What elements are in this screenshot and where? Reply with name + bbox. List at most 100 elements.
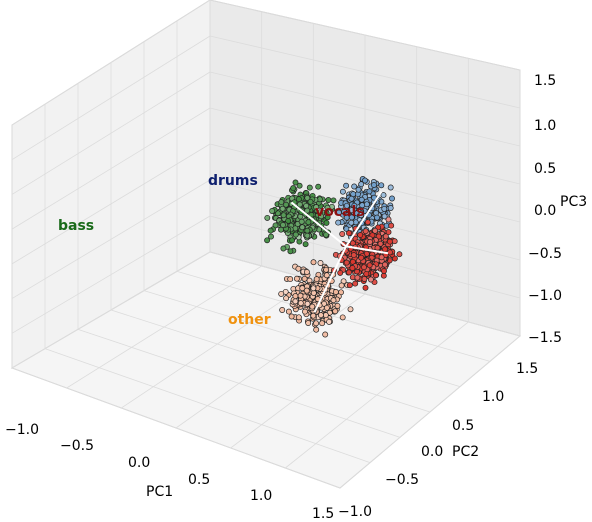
point-bass: [304, 232, 311, 239]
principal-axis-other: [313, 245, 347, 313]
point-vocals: [352, 280, 359, 287]
point-bass: [280, 222, 286, 228]
gridline: [209, 35, 521, 109]
point-vocals: [362, 284, 369, 291]
point-other: [292, 298, 299, 305]
point-other: [334, 302, 341, 309]
point-bass: [289, 237, 296, 244]
x-tick-label: 0.0: [128, 455, 150, 471]
axes-panes: [10, 0, 522, 489]
point-vocals: [388, 222, 395, 229]
point-bass: [287, 248, 294, 255]
cluster-labels: bass drums vocals other: [58, 173, 365, 328]
point-drums: [380, 192, 387, 199]
z-tick-label: −1.5: [528, 330, 562, 346]
point-bass: [295, 196, 302, 203]
point-bass: [280, 212, 287, 219]
point-other: [297, 300, 304, 307]
gridline: [339, 335, 521, 489]
point-drums: [335, 209, 342, 216]
gridline: [209, 251, 521, 337]
z-tick-label: −1.0: [528, 288, 562, 304]
point-other: [330, 297, 337, 304]
point-other: [305, 320, 312, 326]
point-other: [285, 308, 292, 315]
point-other: [297, 292, 304, 299]
point-vocals: [367, 239, 373, 245]
point-vocals: [363, 270, 370, 277]
point-bass: [296, 201, 303, 208]
point-vocals: [378, 254, 385, 261]
point-other: [322, 331, 329, 338]
x-axis-label: PC1: [146, 484, 173, 500]
point-bass: [323, 231, 329, 238]
point-bass: [313, 204, 320, 211]
point-vocals: [358, 254, 365, 261]
point-bass: [304, 207, 311, 214]
gridline: [209, 107, 521, 185]
point-bass: [292, 179, 299, 186]
point-other: [278, 290, 285, 297]
x-tick-labels: −1.0 −0.5 0.0 0.5 1.0 1.5: [5, 422, 334, 522]
x-tick-label: −0.5: [60, 438, 94, 454]
point-bass: [278, 199, 285, 206]
y-tick-labels: −1.0 −0.5 0.0 0.5 1.0 1.5: [338, 361, 538, 520]
z-tick-label: 1.0: [534, 118, 556, 134]
z-tick-labels: −1.5 −1.0 −0.5 0.0 0.5 1.0 1.5: [528, 73, 562, 346]
point-other: [313, 320, 320, 327]
point-vocals: [361, 276, 368, 282]
point-other: [293, 275, 300, 282]
point-other: [310, 285, 317, 292]
point-other: [292, 293, 299, 300]
point-drums: [355, 186, 362, 193]
point-drums: [343, 225, 350, 232]
point-bass: [268, 233, 274, 240]
point-bass: [292, 231, 299, 238]
z-tick-label: 1.5: [534, 73, 556, 89]
x-tick-label: 1.0: [250, 488, 272, 504]
point-vocals: [354, 274, 361, 281]
point-vocals: [377, 240, 384, 247]
point-other: [301, 275, 308, 282]
gridline: [285, 321, 469, 469]
cluster-label-drums: drums: [208, 173, 258, 189]
point-bass: [290, 185, 297, 192]
point-bass: [279, 205, 286, 212]
point-vocals: [362, 228, 369, 235]
cluster-label-other: other: [228, 312, 271, 328]
point-drums: [348, 207, 355, 214]
y-axis-label: PC2: [452, 444, 479, 460]
point-other: [295, 265, 302, 272]
gridline: [209, 0, 521, 71]
point-other: [313, 326, 320, 333]
cluster-label-bass: bass: [58, 218, 94, 234]
point-other: [323, 266, 330, 273]
point-drums: [378, 182, 385, 189]
point-bass: [323, 219, 330, 226]
point-other: [317, 260, 324, 266]
point-drums: [348, 195, 355, 202]
point-vocals: [364, 219, 371, 226]
z-tick-label: −0.5: [528, 246, 562, 262]
gridline: [209, 71, 521, 147]
point-other: [303, 269, 310, 275]
point-vocals: [366, 262, 373, 269]
point-vocals: [346, 269, 352, 276]
point-drums: [374, 214, 380, 221]
point-other: [279, 307, 286, 313]
point-bass: [280, 245, 287, 252]
point-other: [323, 304, 330, 311]
point-vocals: [349, 265, 356, 271]
point-vocals: [346, 282, 353, 289]
point-drums: [366, 188, 373, 195]
principal-axes: [290, 191, 389, 313]
point-other: [317, 312, 324, 319]
point-drums: [362, 177, 368, 184]
point-drums: [348, 219, 355, 226]
point-bass: [303, 202, 310, 209]
point-drums: [343, 202, 350, 209]
point-other: [309, 303, 316, 310]
point-other: [347, 306, 354, 313]
point-bass: [323, 210, 330, 217]
